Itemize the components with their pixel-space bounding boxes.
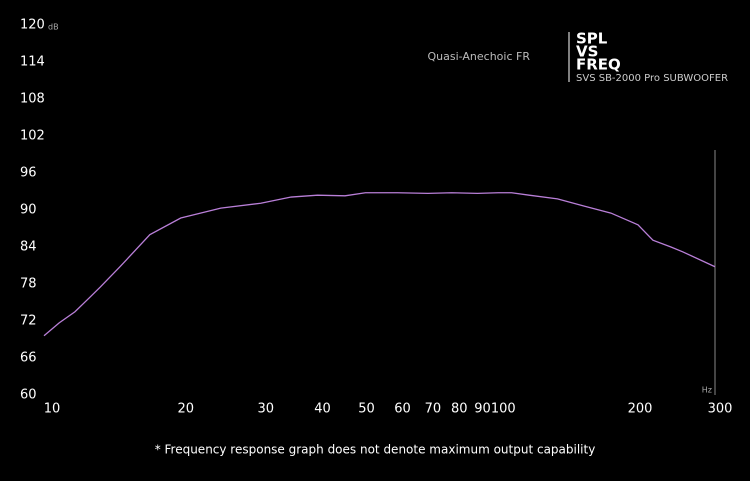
title-line: FREQ — [576, 56, 621, 74]
x-unit: Hz — [702, 386, 712, 395]
title-line: SPL — [576, 30, 608, 48]
x-tick-label: 10 — [44, 402, 61, 417]
y-tick-label: 108 — [20, 92, 45, 107]
x-tick-label: 70 — [425, 402, 442, 417]
x-tick-label: 50 — [358, 402, 375, 417]
y-tick-label: 120 — [20, 18, 45, 33]
title-line: VS — [576, 43, 598, 61]
y-unit: dB — [48, 23, 59, 32]
x-tick-label: 40 — [314, 402, 331, 417]
series-label: Quasi-Anechoic FR — [428, 50, 531, 63]
subtitle: SVS SB-2000 Pro SUBWOOFER — [576, 73, 728, 84]
y-tick-label: 66 — [20, 351, 37, 366]
x-tick-label: 80 — [451, 402, 468, 417]
x-tick-label: 60 — [394, 402, 411, 417]
y-tick-label: 72 — [20, 314, 37, 329]
y-tick-label: 60 — [20, 388, 37, 403]
x-tick-label: 30 — [257, 402, 274, 417]
y-tick-label: 114 — [20, 55, 45, 70]
x-tick-label: 100 — [491, 402, 516, 417]
y-tick-label: 102 — [20, 129, 45, 144]
response-line — [43, 192, 716, 337]
x-tick-label: 90 — [474, 402, 491, 417]
x-tick-label: 300 — [708, 402, 733, 417]
x-tick-label: 20 — [177, 402, 194, 417]
y-tick-label: 84 — [20, 240, 37, 255]
x-tick-label: 200 — [628, 402, 653, 417]
y-tick-label: 96 — [20, 166, 37, 181]
y-tick-label: 90 — [20, 203, 37, 218]
y-tick-label: 78 — [20, 277, 37, 292]
footnote: * Frequency response graph does not deno… — [155, 443, 596, 457]
